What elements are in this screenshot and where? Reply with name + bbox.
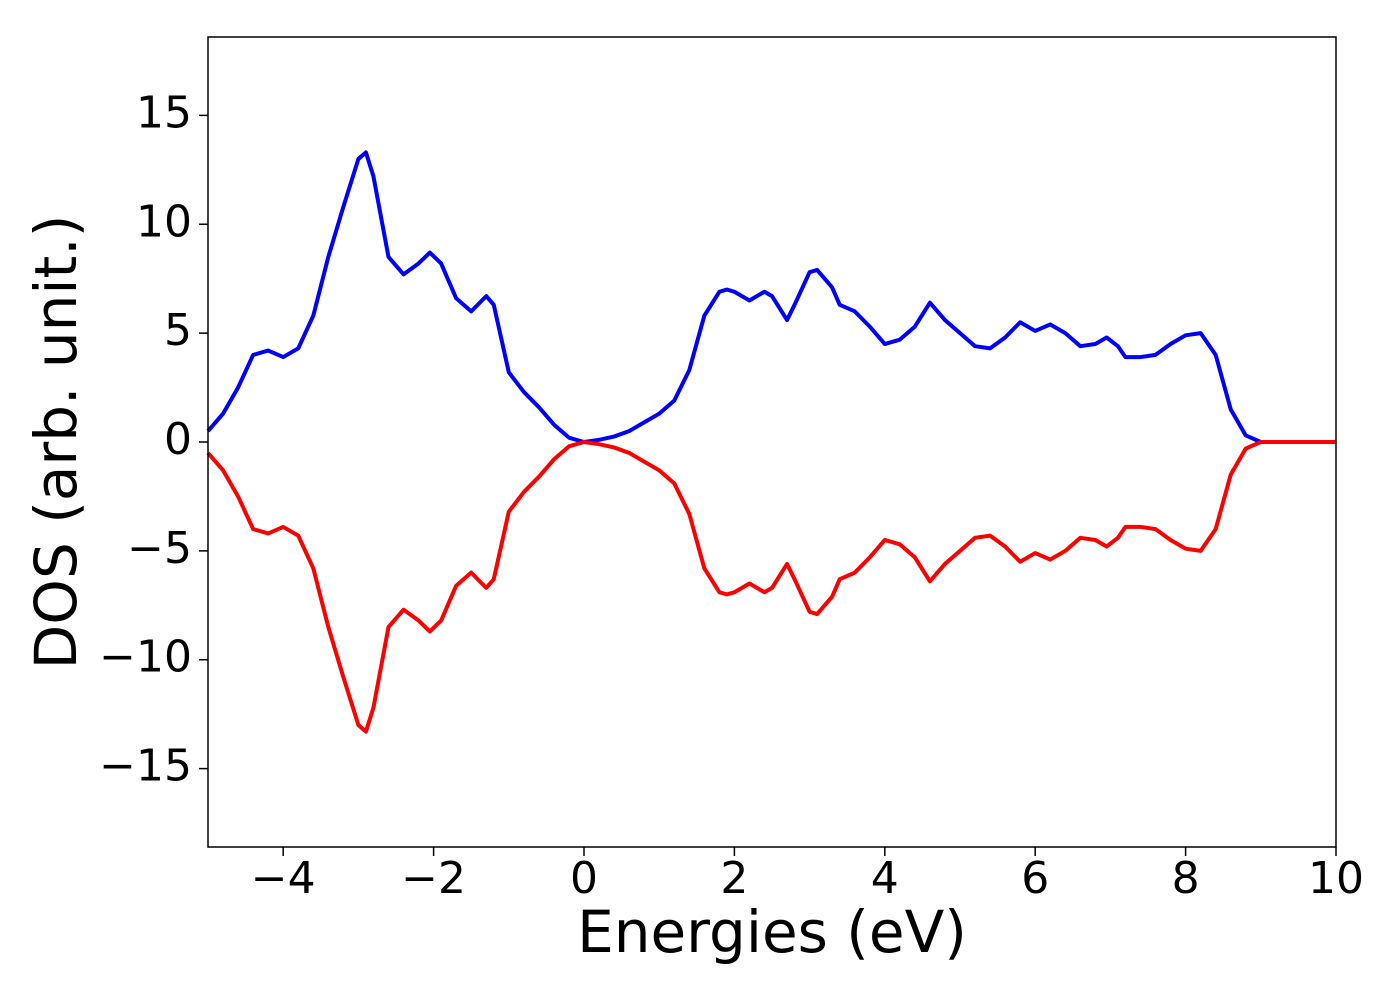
x-tick-label: −4 [251, 853, 316, 904]
y-tick-label: 15 [136, 87, 192, 138]
x-tick-label: 10 [1308, 853, 1364, 904]
y-tick-label: −10 [99, 632, 192, 683]
dos-line [206, 440, 1336, 734]
y-tick-label: 0 [164, 414, 192, 465]
x-tick-label: 0 [570, 853, 598, 904]
x-tick-label: −2 [401, 853, 466, 904]
y-tick-label: −15 [99, 741, 192, 792]
x-tick-label: 8 [1172, 853, 1200, 904]
x-tick-label: 4 [871, 853, 899, 904]
x-axis-label: Energies (eV) [577, 898, 967, 966]
x-tick-label: 2 [720, 853, 748, 904]
y-tick-label: −5 [127, 523, 192, 574]
y-tick-label: 5 [164, 305, 192, 356]
y-tick-label: 10 [136, 196, 192, 247]
dos-line [206, 150, 1336, 444]
x-tick-label: 6 [1021, 853, 1049, 904]
y-axis-label: DOS (arb. unit.) [22, 215, 90, 670]
plot-frame [207, 36, 1337, 848]
